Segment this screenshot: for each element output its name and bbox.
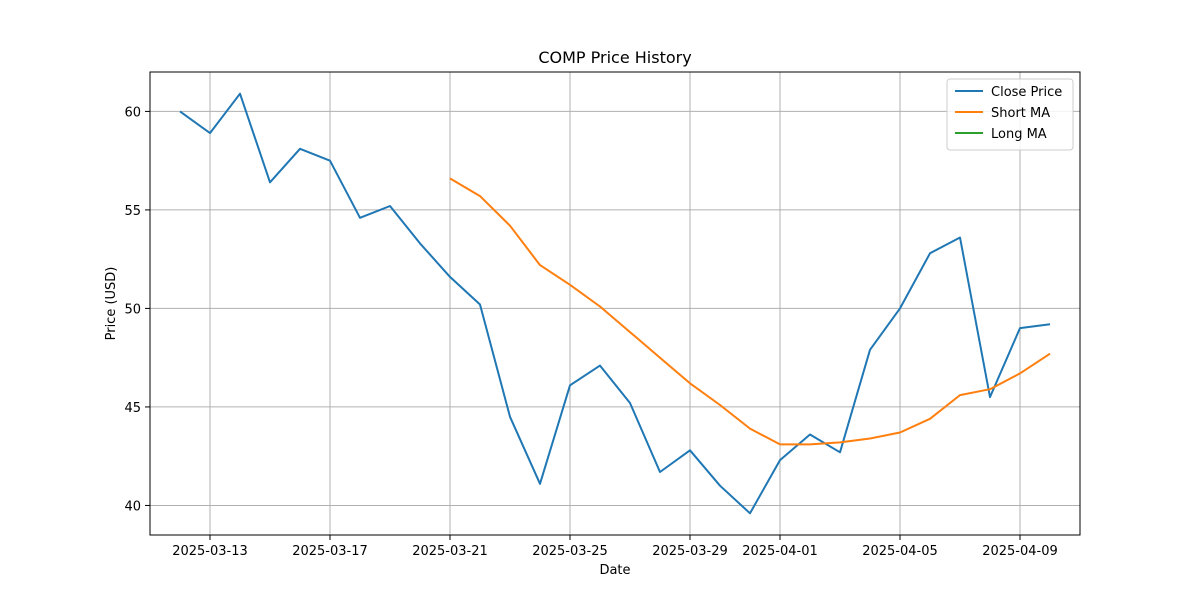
x-axis-label: Date	[599, 563, 630, 578]
x-tick-label: 2025-03-13	[172, 544, 248, 559]
legend-entry-label: Long MA	[991, 127, 1047, 142]
legend: Close Price Short MA Long MA	[946, 78, 1074, 151]
series-line-close-price	[179, 92, 1051, 515]
y-tick-label: 60	[124, 105, 141, 120]
y-tick-label: 45	[124, 401, 141, 416]
x-tick-label: 2025-03-29	[652, 544, 728, 559]
chart-title: COMP Price History	[538, 48, 691, 67]
legend-entry-label: Short MA	[991, 106, 1050, 121]
y-tick-label: 55	[124, 204, 141, 219]
series-lines	[179, 92, 1051, 515]
x-tick-label: 2025-04-09	[982, 544, 1058, 559]
y-axis-label: Price (USD)	[104, 267, 119, 341]
x-tick-label: 2025-03-25	[532, 544, 608, 559]
y-tick-label: 50	[124, 302, 141, 317]
plot-area-frame	[149, 71, 1081, 536]
x-tick-label: 2025-04-05	[862, 544, 938, 559]
x-tick-label: 2025-03-17	[292, 544, 368, 559]
x-tick-label: 2025-03-21	[412, 544, 488, 559]
legend-entry-label: Close Price	[991, 85, 1062, 100]
axis-ticks: 2025-03-13 2025-03-17 2025-03-21 2025-03-25…	[124, 105, 1057, 559]
series-line-short-ma	[449, 177, 1051, 446]
x-tick-label: 2025-04-01	[742, 544, 818, 559]
y-tick-label: 40	[124, 499, 141, 514]
